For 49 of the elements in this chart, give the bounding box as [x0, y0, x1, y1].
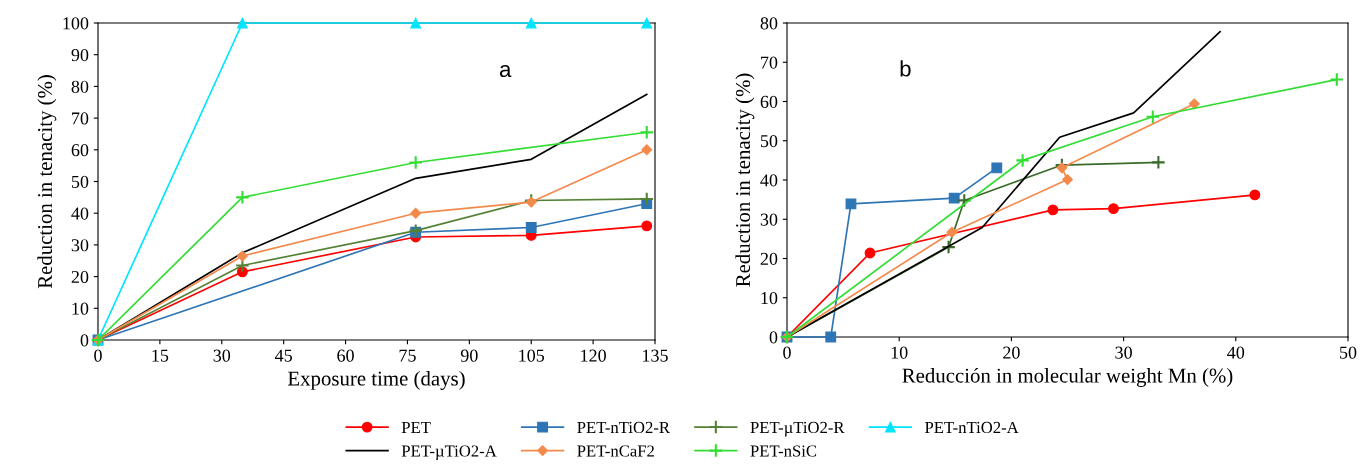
y-tick-label: 20 [71, 270, 89, 284]
x-axis-title: Reducción in molecular weight Mn (%) [902, 367, 1233, 387]
annotation: b [900, 60, 911, 77]
x-tick-label: 135 [643, 349, 668, 362]
legend-label: PET-nCaF2 [577, 445, 654, 457]
legend-label: PET-nTiO2-R [577, 421, 670, 434]
legend-label: PET-µTiO2-A [401, 445, 497, 460]
x-tick-label: 30 [1115, 346, 1132, 359]
x-tick-label: 15 [152, 349, 169, 362]
y-tick-label: 60 [71, 144, 89, 157]
y-tick-label: 70 [761, 56, 778, 69]
x-tick-label: 105 [519, 349, 545, 362]
annotation: a [499, 64, 512, 78]
y-axis-title: Reduction in tenacity (%) [735, 73, 755, 287]
x-tick-label: 90 [460, 349, 478, 362]
y-tick-label: 50 [71, 175, 89, 188]
y-tick-label: 100 [63, 17, 89, 30]
y-tick-label: 10 [72, 302, 89, 315]
legend-label: PET-nTiO2-A [925, 421, 1019, 434]
y-axis-title: Reduction in tenacity (%) [37, 75, 57, 289]
x-tick-label: 50 [1340, 346, 1357, 359]
legend-label: PET-µTiO2-R [750, 421, 845, 437]
y-tick-label: 50 [760, 135, 778, 148]
x-tick-label: 60 [337, 349, 354, 362]
x-axis-title: Exposure time (days) [288, 370, 465, 390]
x-tick-label: 75 [399, 349, 416, 362]
y-tick-label: 60 [760, 95, 778, 108]
y-tick-label: 10 [761, 292, 778, 305]
x-tick-label: 120 [581, 349, 606, 362]
x-tick-label: 45 [274, 349, 292, 362]
y-tick-label: 20 [760, 252, 778, 265]
y-tick-label: 80 [71, 80, 89, 93]
y-tick-label: 30 [71, 239, 89, 252]
y-tick-label: 80 [760, 17, 778, 30]
y-tick-label: 90 [71, 48, 89, 62]
x-tick-label: 30 [213, 349, 231, 362]
legend-label: PET-nSiC [750, 445, 817, 457]
y-tick-label: 70 [72, 112, 89, 125]
x-tick-label: 40 [1227, 346, 1245, 359]
y-tick-label: 40 [71, 207, 89, 220]
x-tick-label: 0 [94, 349, 102, 362]
y-tick-label: 0 [80, 334, 89, 347]
x-tick-label: 0 [783, 346, 791, 359]
legend-label: PET [401, 421, 431, 433]
y-tick-label: 30 [760, 213, 778, 226]
y-tick-label: 0 [769, 331, 778, 344]
y-tick-label: 40 [760, 174, 778, 187]
x-tick-label: 10 [891, 346, 908, 359]
x-tick-label: 20 [1003, 346, 1020, 359]
